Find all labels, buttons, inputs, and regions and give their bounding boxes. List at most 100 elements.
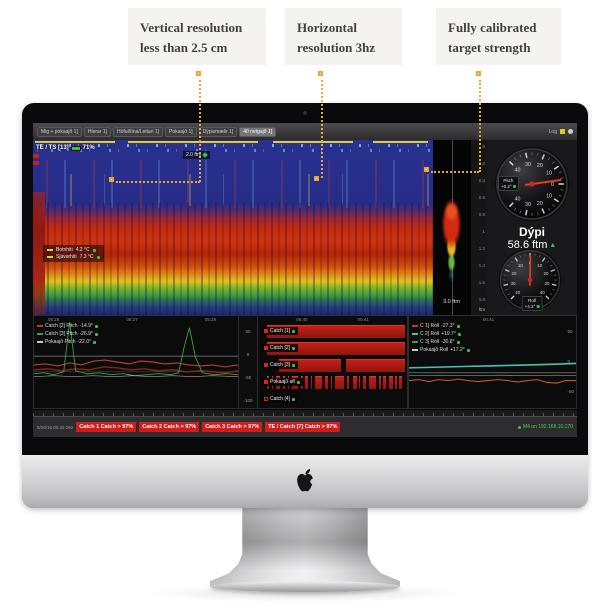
- connection-text: M4 on 192.168.10.170: [522, 424, 573, 430]
- depth-tick: 1.8: [478, 297, 485, 303]
- legend-value: -26.9°: [79, 331, 93, 337]
- legend-row[interactable]: C 3] Roll -30.8°: [412, 339, 470, 345]
- leader-line: [479, 80, 481, 172]
- surface-echo-speckle: [33, 144, 433, 147]
- track-line: [373, 141, 428, 143]
- pitch-series-gray: [34, 375, 238, 378]
- ok-check-icon: [94, 332, 98, 336]
- temperature-label: Botnhiti: [56, 247, 73, 253]
- leader-anchor-icon: [196, 71, 201, 76]
- leader-target-icon: [424, 167, 429, 172]
- status-indicator-icon: [568, 129, 573, 134]
- time-tick: 05:27: [126, 317, 138, 322]
- edge-echo-column: [33, 192, 45, 315]
- channel-label: TE / TS [13]: [36, 145, 69, 151]
- sensor-square-icon: [264, 329, 268, 333]
- svg-text:10: 10: [537, 263, 542, 268]
- pitch-y-axis: 50 0 -50 -100: [239, 315, 257, 409]
- chart-legend: C 1] Roll -27.3° C 2] Roll +19.7° C 3] R…: [412, 323, 470, 353]
- ok-check-icon: [292, 329, 296, 333]
- y-tick: 50: [245, 329, 251, 334]
- depth-readout: Dýpi 58.6 ftm ▲: [487, 225, 577, 251]
- log-button[interactable]: Log: [548, 128, 557, 135]
- ok-check-icon: [94, 324, 98, 328]
- strip-range-label: 3.0 ftm: [443, 299, 460, 305]
- echo-streaks: [33, 174, 433, 206]
- catch-bar-segment: [310, 376, 313, 389]
- ok-check-icon: [96, 255, 100, 259]
- legend-row[interactable]: Pokaajð Pitch -22.0°: [37, 339, 98, 345]
- depth-tick: 1.4: [478, 263, 485, 269]
- time-tick: 05:26: [48, 317, 60, 322]
- roll-label: Roll: [528, 298, 536, 303]
- battery-percent: 71%: [82, 145, 95, 151]
- menu-tab[interactable]: 40 netgajð 1]: [239, 126, 277, 137]
- pitch-series-red: [34, 359, 238, 368]
- time-tick: 05:28: [204, 317, 216, 322]
- depth-scale: 0 0.2 0.4 0.6 0.8 1 1.2 1.4 1.6 1.8 ftm: [470, 140, 487, 315]
- sensor-square-icon: [264, 380, 268, 384]
- range-marker-chip: 2.0 ftm: [183, 151, 211, 159]
- menu-tab[interactable]: Mig + pokaajð 1]: [37, 126, 82, 137]
- event-mark: [33, 161, 39, 165]
- legend-row[interactable]: Pokaajð Roll +17.2°: [412, 347, 470, 353]
- legend-label: Catch [3] Pitch: [45, 331, 78, 337]
- apple-logo-icon: [297, 468, 316, 492]
- menu-tab[interactable]: Dýpismælir 1]: [198, 126, 238, 137]
- time-axis: 00:41: [409, 317, 576, 322]
- menu-tab[interactable]: Pokaajð 1]: [165, 126, 197, 137]
- legend-row[interactable]: C 1] Roll -27.3°: [412, 323, 470, 329]
- catch-alert-badge[interactable]: Catch 1 Catch > 97%: [76, 422, 137, 432]
- svg-text:10: 10: [546, 170, 552, 176]
- svg-text:20: 20: [537, 163, 543, 169]
- sensor-label-chip[interactable]: Catch [4]: [261, 395, 299, 403]
- ok-check-icon: [536, 304, 540, 308]
- webcam-icon: [303, 111, 307, 115]
- legend-row[interactable]: Catch [2] Pitch -14.9°: [37, 323, 98, 329]
- legend-row[interactable]: C 2] Roll +19.7°: [412, 331, 470, 337]
- sensor-label-chip[interactable]: Catch [1]: [261, 327, 299, 335]
- legend-value: -22.0°: [77, 339, 91, 345]
- sensor-bar-row: Catch [4]: [258, 392, 407, 409]
- menu-tab[interactable]: Höfuðlína/Leitari 1]: [113, 126, 164, 137]
- catch-alert-badge[interactable]: Catch 2 Catch > 97%: [139, 422, 200, 432]
- y-tick: -100: [243, 398, 253, 403]
- catch-bar-segment: [331, 376, 333, 389]
- pitch-value-chip: Pitch +0.2°: [498, 176, 519, 192]
- legend-row[interactable]: Catch [3] Pitch -26.9°: [37, 331, 98, 337]
- pitch-history-chart: 05:26 05:27 05:28 Catch [2] Pitch -14.9° C…: [33, 315, 239, 409]
- y-tick: 0: [567, 359, 570, 364]
- sensor-label-chip[interactable]: Catch [3]: [261, 361, 299, 369]
- catch-bar-segment: [394, 376, 398, 389]
- legend-label: Pokaajð Roll: [420, 347, 449, 353]
- leader-line: [116, 181, 200, 183]
- roll-y-axis: 50 0 -50: [567, 316, 574, 408]
- sensor-label: Catch [1]: [270, 328, 291, 334]
- svg-text:30: 30: [525, 202, 531, 208]
- depth-tick: 1: [482, 229, 485, 235]
- catch-alert-badge[interactable]: TE / Catch [7] Catch > 97%: [265, 422, 341, 432]
- depth-unit: ftm: [478, 306, 485, 312]
- callout-vertical-resolution: Vertical resolution less than 2.5 cm: [128, 8, 266, 65]
- ok-check-icon: [92, 340, 96, 344]
- sonar-app-screen: Mig + pokaajð 1] Hlerar 1] Höfuðlína/Leita…: [33, 123, 577, 437]
- echogram-display: TE / TS [13] 71% 2.0 ftm Botnhiti 4.2 °C: [33, 140, 433, 315]
- series-dash-icon: [412, 349, 418, 351]
- series-dash-icon: [412, 325, 418, 327]
- leader-line: [199, 80, 201, 182]
- imac-stand-foot: [210, 581, 400, 592]
- depth-tick: 1.6: [478, 280, 485, 286]
- sensor-label-chip[interactable]: Pokaajð afl: [261, 378, 303, 386]
- sensor-label-chip[interactable]: Catch [2]: [261, 344, 299, 352]
- leader-line: [321, 80, 323, 178]
- range-marker-text: 2.0 ftm: [186, 152, 202, 158]
- catch-bar-segment: [315, 376, 323, 389]
- catch-alert-badge[interactable]: Catch 3 Catch > 97%: [202, 422, 263, 432]
- svg-text:20: 20: [543, 271, 548, 276]
- sensor-label: Catch [2]: [270, 345, 291, 351]
- timeline-ruler[interactable]: [33, 409, 577, 416]
- svg-text:40: 40: [515, 167, 521, 173]
- menu-tab[interactable]: Hlerar 1]: [83, 126, 112, 137]
- svg-text:20: 20: [537, 201, 543, 207]
